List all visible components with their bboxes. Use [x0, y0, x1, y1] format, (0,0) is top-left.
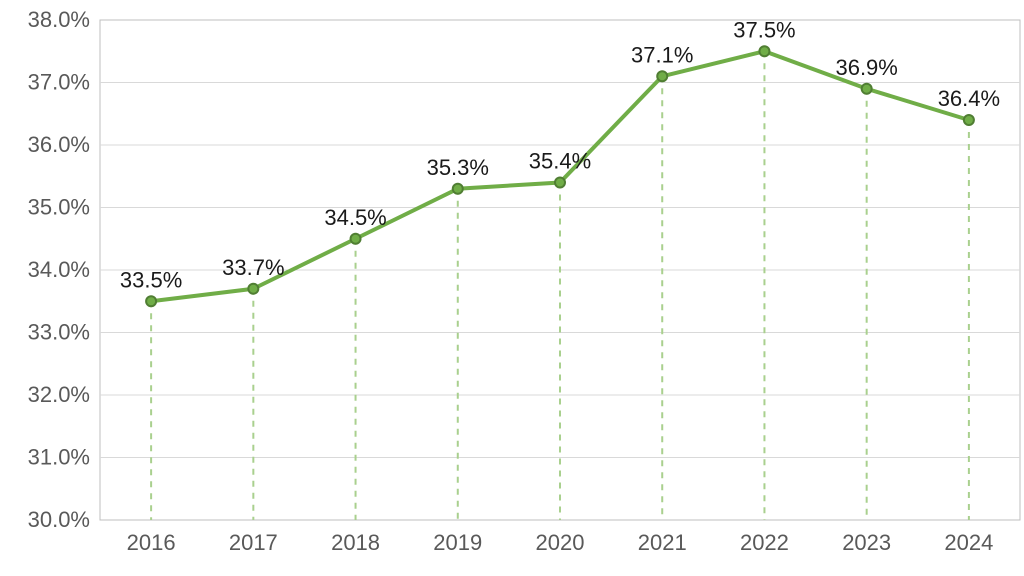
data-marker: [555, 178, 565, 188]
data-label: 35.4%: [529, 149, 591, 174]
x-axis-tick-label: 2018: [331, 530, 380, 555]
data-marker: [657, 71, 667, 81]
y-axis-tick-label: 34.0%: [28, 257, 90, 282]
line-chart: 30.0% 31.0% 32.0% 33.0% 34.0% 35.0% 36.0% 37.0%…: [0, 0, 1024, 576]
x-axis-tick-label: 2024: [944, 530, 993, 555]
data-marker: [248, 284, 258, 294]
data-label: 36.9%: [835, 55, 897, 80]
x-axis-tick-label: 2021: [638, 530, 687, 555]
x-axis-tick-label: 2023: [842, 530, 891, 555]
chart-svg: 30.0% 31.0% 32.0% 33.0% 34.0% 35.0% 36.0% 37.0%…: [0, 0, 1024, 576]
x-axis-tick-label: 2016: [127, 530, 176, 555]
data-label: 33.7%: [222, 255, 284, 280]
x-axis-tick-label: 2017: [229, 530, 278, 555]
x-axis-tick-label: 2019: [433, 530, 482, 555]
y-axis-tick-label: 30.0%: [28, 507, 90, 532]
data-label: 37.5%: [733, 17, 795, 42]
y-axis-tick-label: 35.0%: [28, 195, 90, 220]
data-label: 34.5%: [324, 205, 386, 230]
data-marker: [759, 46, 769, 56]
data-label: 35.3%: [427, 155, 489, 180]
data-marker: [453, 184, 463, 194]
y-axis-tick-label: 33.0%: [28, 320, 90, 345]
data-label: 36.4%: [938, 86, 1000, 111]
y-axis-tick-label: 31.0%: [28, 445, 90, 470]
y-axis-tick-label: 36.0%: [28, 132, 90, 157]
y-axis-tick-label: 37.0%: [28, 70, 90, 95]
data-marker: [351, 234, 361, 244]
data-marker: [146, 296, 156, 306]
data-label: 33.5%: [120, 267, 182, 292]
y-axis-tick-label: 38.0%: [28, 7, 90, 32]
x-axis-tick-label: 2020: [536, 530, 585, 555]
data-label: 37.1%: [631, 42, 693, 67]
y-axis-tick-label: 32.0%: [28, 382, 90, 407]
x-axis-tick-label: 2022: [740, 530, 789, 555]
data-marker: [964, 115, 974, 125]
data-marker: [862, 84, 872, 94]
